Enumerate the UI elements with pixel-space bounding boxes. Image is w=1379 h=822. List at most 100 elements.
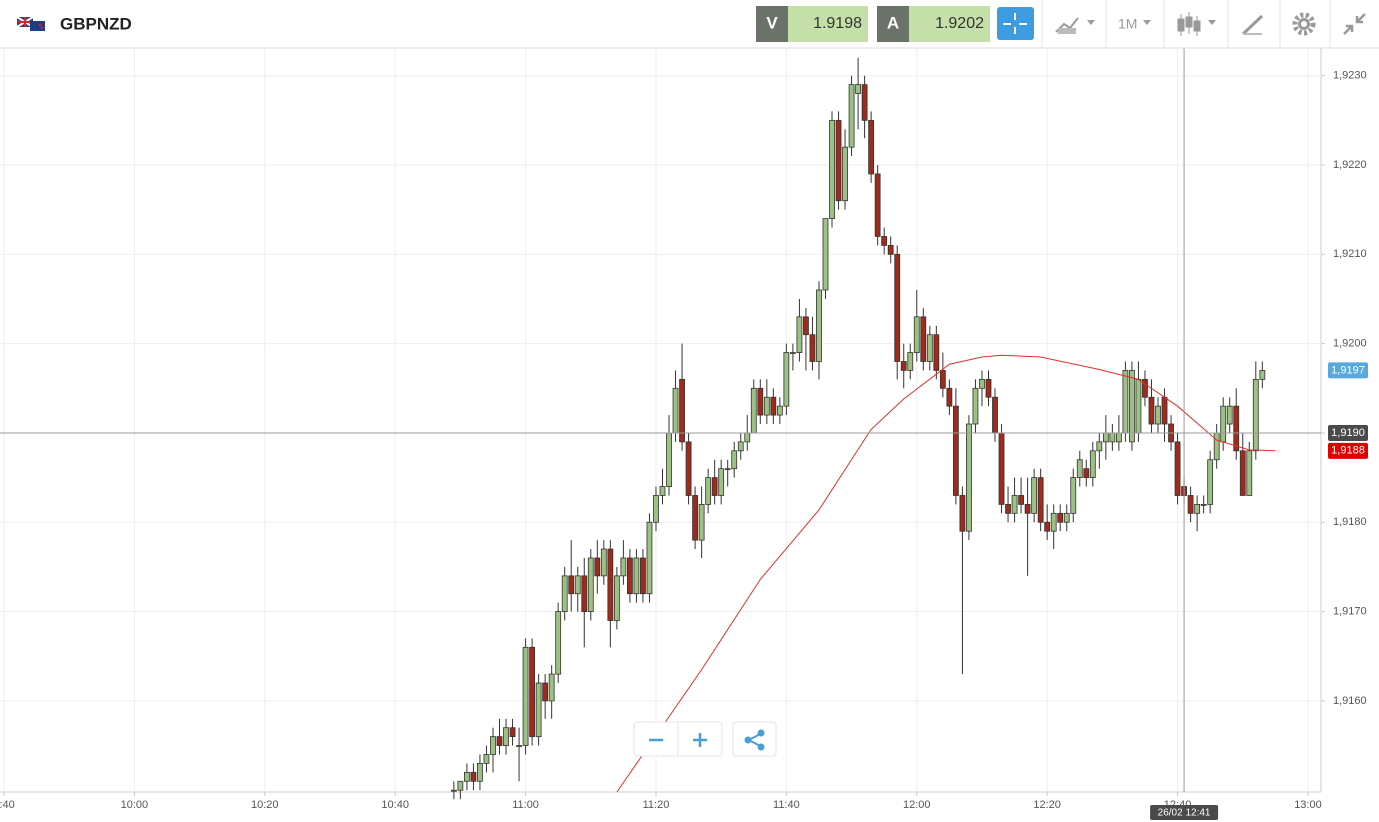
candle-body: [803, 316, 809, 336]
candle-body: [861, 84, 868, 121]
candle-body: [705, 477, 712, 505]
candle-body: [1024, 504, 1031, 514]
candle-body: [744, 432, 751, 443]
candle-body: [1187, 495, 1194, 514]
zoom-in-button[interactable]: [693, 733, 707, 747]
candle-body: [561, 575, 568, 612]
timeframe-button[interactable]: 1M: [1118, 16, 1151, 32]
candle-body: [972, 387, 979, 425]
candle-body: [939, 370, 946, 389]
candle-body: [718, 468, 725, 496]
candle-body: [874, 173, 881, 237]
candle-body: [1102, 432, 1109, 443]
candle-body: [1135, 378, 1142, 434]
buy-price: 1.9202: [935, 15, 984, 32]
candle-body: [574, 575, 581, 595]
candle-body: [633, 557, 640, 595]
plot-area: 1,9160 1,9170 1,9180 1,9190 1,9200 1,9210 1,92…: [0, 48, 1368, 820]
sell-price: 1.9198: [813, 15, 862, 32]
share-button[interactable]: [732, 721, 777, 757]
candle-body: [868, 119, 875, 175]
x-tick-label: 12:20: [1033, 799, 1061, 811]
crosshair-y-label: 1,9190: [1331, 427, 1365, 439]
candle-body: [1129, 370, 1135, 443]
y-tick-label: 1,9180: [1333, 516, 1367, 528]
candle-body: [457, 780, 464, 791]
candle-body: [1109, 432, 1116, 443]
zoom-controls: [633, 721, 777, 757]
candle-body: [483, 754, 490, 764]
candle-body: [607, 548, 614, 621]
candle-body: [1148, 396, 1155, 425]
candle-body: [600, 548, 607, 577]
candle-body: [985, 378, 992, 398]
candle-body: [926, 334, 933, 362]
x-tick-label: 9:40: [0, 799, 15, 811]
candle-body: [542, 682, 549, 702]
candle-body: [1070, 477, 1077, 514]
candle-body: [1089, 450, 1096, 479]
candle-body: [464, 771, 470, 782]
candle-body: [1050, 512, 1057, 532]
candle-body: [1115, 432, 1122, 443]
sell-button[interactable]: V 1.9198: [756, 6, 868, 42]
candle-body: [842, 146, 848, 202]
candle-body: [966, 423, 972, 532]
chart-type-button[interactable]: [1177, 12, 1216, 36]
candle-body: [1161, 396, 1168, 425]
candle-body: [900, 361, 907, 371]
candle-body: [711, 477, 718, 496]
indicators-button[interactable]: [1055, 17, 1095, 34]
x-tick-label: 10:40: [381, 799, 409, 811]
candle-body: [613, 575, 620, 621]
candle-body: [1037, 477, 1044, 523]
crosshair-button[interactable]: [997, 7, 1034, 40]
candle-body: [946, 387, 953, 407]
candle-body: [627, 557, 633, 595]
candle-body: [933, 334, 940, 371]
toolbar: [0, 0, 1379, 48]
candle-body: [822, 218, 829, 291]
candle-body: [1142, 378, 1148, 398]
candle-body: [1239, 450, 1246, 496]
toolbar-separators: [1041, 0, 1331, 48]
candle-body: [816, 289, 822, 362]
candle-body: [1259, 370, 1266, 380]
collapse-button[interactable]: [1343, 13, 1366, 35]
drawing-button[interactable]: [1241, 14, 1264, 36]
buy-label: A: [887, 13, 899, 32]
candle-body: [789, 352, 796, 354]
candle-body: [913, 316, 920, 353]
candle-body: [724, 468, 731, 471]
candle-body: [1122, 370, 1129, 434]
candle-body: [959, 495, 966, 532]
candle-body: [594, 557, 601, 577]
crosshair-x-label: 26/02 12:41: [1158, 808, 1211, 819]
candle-body: [568, 575, 575, 595]
candle-body: [672, 387, 679, 434]
moving-average: [616, 354, 1276, 793]
candle-body: [776, 405, 783, 416]
price-tag-label: 1,9197: [1331, 364, 1365, 376]
candle-body: [920, 316, 927, 362]
candle-body: [848, 84, 855, 148]
candle-body: [659, 486, 666, 496]
price-tag: [1328, 362, 1368, 379]
symbol: GBPNZD: [60, 14, 132, 33]
candle-body: [737, 441, 744, 452]
candle-body: [666, 432, 672, 487]
candle-body: [490, 736, 496, 755]
candle-body: [757, 387, 764, 416]
timeframe: 1M: [1118, 16, 1137, 32]
flag-icon: [16, 16, 45, 31]
candle-body: [1246, 450, 1253, 496]
buy-button[interactable]: A 1.9202: [877, 6, 990, 42]
candle-body: [470, 771, 477, 782]
candle-body: [894, 253, 901, 362]
candle-body: [1031, 477, 1038, 514]
candle-body: [581, 575, 588, 612]
settings-button[interactable]: [1292, 12, 1316, 36]
candle-body: [1083, 468, 1090, 479]
candle-body: [1213, 432, 1220, 461]
candle-body: [620, 557, 627, 577]
